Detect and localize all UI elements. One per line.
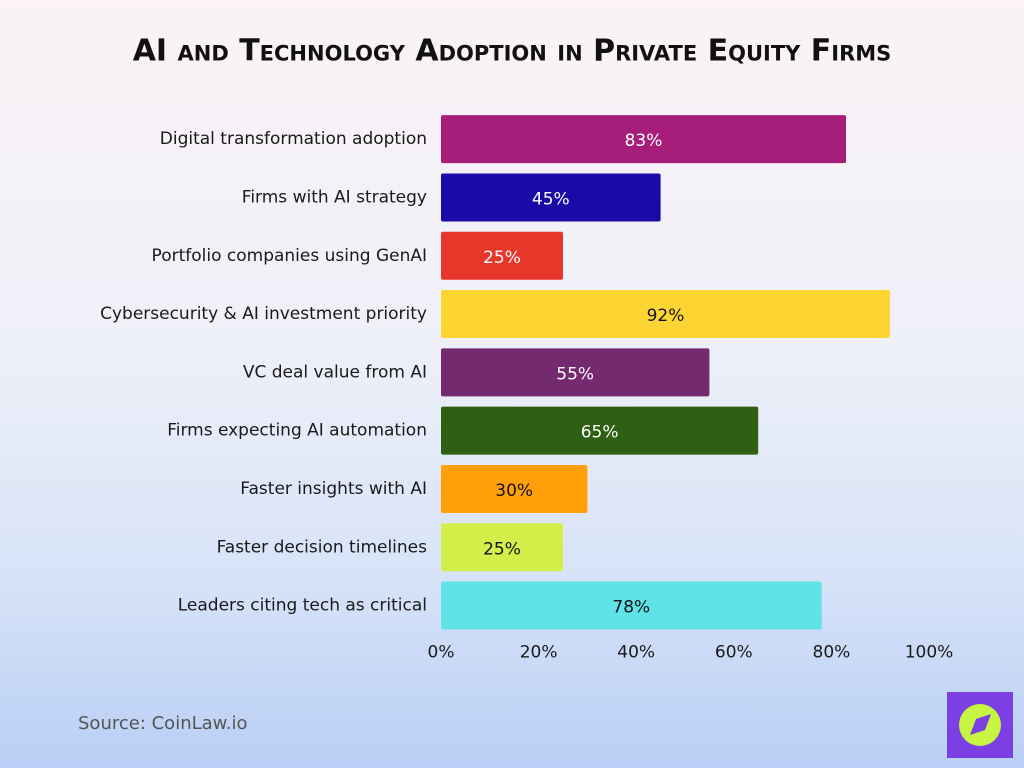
category-label: Faster decision timelines — [217, 537, 428, 557]
category-label: Digital transformation adoption — [160, 129, 427, 149]
value-label: 55% — [556, 364, 594, 384]
x-tick-label: 100% — [905, 643, 954, 663]
source-note: Source: CoinLaw.io — [78, 713, 247, 734]
bar — [441, 406, 759, 455]
category-label: Firms expecting AI automation — [167, 421, 427, 441]
value-label: 83% — [625, 131, 663, 151]
value-label: 30% — [495, 481, 533, 501]
bar — [441, 290, 890, 339]
category-label: Leaders citing tech as critical — [178, 596, 427, 616]
bar — [441, 115, 847, 164]
bar — [441, 581, 822, 630]
bar — [441, 523, 563, 572]
value-label: 25% — [483, 248, 521, 268]
bar — [441, 231, 563, 280]
x-tick-label: 0% — [428, 643, 455, 663]
category-label: Firms with AI strategy — [242, 187, 427, 207]
bar — [441, 464, 588, 513]
x-tick-label: 20% — [520, 643, 558, 663]
value-label: 45% — [532, 189, 570, 209]
chart-title: AI and Technology Adoption in Private Eq… — [133, 34, 892, 69]
x-tick-label: 80% — [813, 643, 851, 663]
bar — [441, 173, 661, 222]
category-label: Portfolio companies using GenAI — [152, 246, 427, 266]
bar — [441, 348, 710, 397]
value-label: 78% — [612, 598, 650, 618]
value-label: 65% — [581, 423, 619, 443]
value-label: 92% — [647, 306, 685, 326]
category-label: Cybersecurity & AI investment priority — [100, 304, 427, 324]
logo-needle — [970, 714, 991, 735]
x-tick-label: 60% — [715, 643, 753, 663]
category-label: VC deal value from AI — [243, 362, 427, 382]
logo — [947, 692, 1013, 758]
category-label: Faster insights with AI — [240, 479, 427, 499]
x-tick-label: 40% — [617, 643, 655, 663]
value-label: 25% — [483, 539, 521, 559]
